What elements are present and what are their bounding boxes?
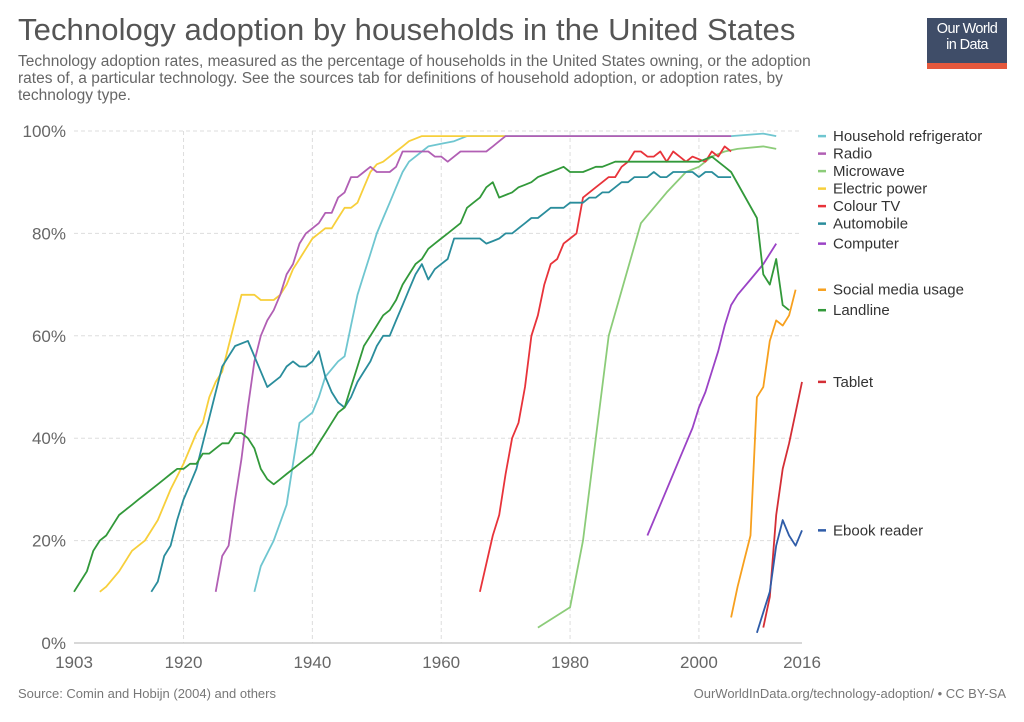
legend-label: Social media usage: [833, 282, 964, 299]
x-tick-label: 2000: [680, 653, 718, 672]
logo-line-1: Our World: [936, 21, 998, 37]
x-tick-label: 1903: [55, 653, 93, 672]
legend-label: Radio: [833, 146, 872, 163]
series-line-microwave[interactable]: [537, 145, 777, 629]
x-tick-label: 1980: [551, 653, 589, 672]
legend-item[interactable]: Automobile: [818, 216, 908, 233]
chart-subtitle: Technology adoption rates, measured as t…: [18, 53, 811, 104]
series-line-tablet[interactable]: [762, 381, 803, 628]
legend-item[interactable]: Microwave: [818, 163, 905, 180]
gridlines: [74, 130, 802, 643]
chart-title: Technology adoption by households in the…: [18, 12, 796, 47]
legend: Household refrigeratorRadioMicrowaveElec…: [818, 128, 982, 539]
legend-label: Automobile: [833, 216, 908, 233]
y-tick-label: 20%: [32, 532, 66, 551]
legend-item[interactable]: Landline: [818, 302, 890, 319]
legend-label: Microwave: [833, 163, 905, 180]
legend-item[interactable]: Social media usage: [818, 282, 964, 299]
series-line-electric-power[interactable]: [99, 135, 506, 593]
legend-label: Tablet: [833, 374, 874, 391]
legend-item[interactable]: Colour TV: [818, 198, 900, 215]
series-line-radio[interactable]: [214, 135, 732, 592]
series-lines: [73, 132, 803, 634]
legend-item[interactable]: Electric power: [818, 181, 927, 198]
legend-label: Household refrigerator: [833, 128, 982, 145]
y-tick-label: 80%: [32, 224, 66, 243]
owid-logo[interactable]: Our World in Data: [927, 18, 1007, 69]
x-tick-label: 2016: [783, 653, 821, 672]
series-line-social-media-usage[interactable]: [730, 289, 797, 618]
logo-line-2: in Data: [946, 37, 988, 53]
legend-item[interactable]: Tablet: [818, 374, 874, 391]
axes: 0% 20% 40% 60% 80% 100% 1903 1920 1940 1960 1980 20…: [23, 122, 821, 672]
legend-label: Landline: [833, 302, 890, 319]
y-tick-label: 100%: [23, 122, 66, 141]
y-tick-label: 0%: [41, 634, 66, 653]
x-tick-label: 1940: [293, 653, 331, 672]
x-tick-label: 1960: [422, 653, 460, 672]
y-tick-label: 60%: [32, 327, 66, 346]
x-tick-label: 1920: [165, 653, 203, 672]
legend-label: Colour TV: [833, 198, 900, 215]
series-line-automobile[interactable]: [150, 171, 732, 593]
legend-item[interactable]: Radio: [818, 146, 872, 163]
series-line-ebook-reader[interactable]: [756, 519, 803, 634]
series-line-household-refrigerator[interactable]: [253, 132, 777, 593]
legend-label: Computer: [833, 236, 899, 253]
series-line-landline[interactable]: [73, 155, 790, 593]
series-line-colour-tv[interactable]: [479, 145, 732, 593]
legend-item[interactable]: Ebook reader: [818, 522, 923, 539]
y-tick-label: 40%: [32, 429, 66, 448]
source-note: Source: Comin and Hobijn (2004) and othe…: [18, 686, 276, 701]
series-line-computer[interactable]: [646, 243, 777, 536]
legend-label: Ebook reader: [833, 522, 923, 539]
legend-label: Electric power: [833, 181, 927, 198]
legend-item[interactable]: Household refrigerator: [818, 128, 982, 145]
logo-accent-bar: [927, 63, 1007, 69]
legend-item[interactable]: Computer: [818, 236, 899, 253]
attribution-link[interactable]: OurWorldInData.org/technology-adoption/ …: [693, 686, 1006, 701]
